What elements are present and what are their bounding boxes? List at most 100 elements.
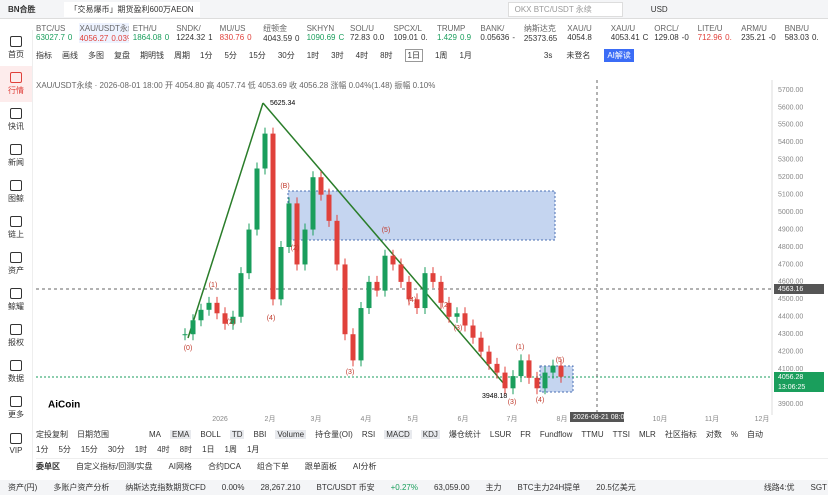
- indicator[interactable]: %: [730, 429, 738, 439]
- sidebar-item[interactable]: 链上: [0, 210, 32, 246]
- indicator[interactable]: 爆仓统计: [448, 429, 481, 439]
- candle: [302, 229, 308, 265]
- period[interactable]: 30分: [107, 444, 125, 454]
- ticker[interactable]: SKHYN 1090.69 C: [307, 24, 346, 42]
- candle: [542, 372, 548, 389]
- ticker[interactable]: ORCL/129.08 -0: [654, 24, 693, 42]
- tool-right[interactable]: AI解读: [604, 48, 634, 62]
- sidebar-item[interactable]: 资产: [0, 246, 32, 282]
- period[interactable]: 1日: [404, 48, 423, 62]
- ticker[interactable]: ETH/U 1864.08 0: [133, 24, 172, 42]
- period[interactable]: 5分: [58, 444, 71, 454]
- indicator[interactable]: 日期范围: [77, 429, 109, 439]
- indicator[interactable]: RSI: [361, 429, 376, 439]
- tool-right[interactable]: 3s: [543, 50, 553, 60]
- indicator[interactable]: 自动: [746, 429, 763, 439]
- period[interactable]: 15分: [248, 50, 266, 60]
- sidebar-item[interactable]: 快讯: [0, 102, 32, 138]
- ticker-name: XAU/U: [567, 24, 592, 33]
- period[interactable]: 1月: [459, 50, 472, 60]
- sidebar-item[interactable]: 报权: [0, 318, 32, 354]
- ticker[interactable]: SNDK/1224.32 1: [176, 24, 215, 42]
- ticker[interactable]: XAU/USDT永续4056.270.03%: [79, 23, 129, 43]
- period[interactable]: 8时: [179, 444, 193, 454]
- indicator[interactable]: 持仓量(OI): [315, 429, 353, 439]
- indicator[interactable]: TTMU: [581, 429, 604, 439]
- ticker[interactable]: BNB/U 583.03 0.: [785, 24, 824, 42]
- tool[interactable]: 期明钱: [140, 50, 164, 60]
- tool[interactable]: 多图: [88, 50, 104, 60]
- indicator[interactable]: MACD: [384, 429, 412, 439]
- sidebar-item[interactable]: 图鲸: [0, 174, 32, 210]
- currency[interactable]: USD: [650, 4, 668, 14]
- indicator[interactable]: MA: [149, 429, 161, 439]
- tool[interactable]: 画线: [62, 50, 78, 60]
- period[interactable]: 3时: [331, 50, 344, 60]
- period[interactable]: 1日: [202, 444, 215, 454]
- ticker[interactable]: TRUMP 1.429 0.9: [437, 24, 476, 42]
- ticker-price: 4043.59: [263, 34, 293, 43]
- ticker[interactable]: SOL/U 72.83 0.0: [350, 24, 389, 42]
- period[interactable]: 1时: [306, 50, 320, 60]
- ticker-row: 25373.65: [524, 34, 563, 43]
- sidebar-item[interactable]: 更多: [0, 390, 32, 426]
- period[interactable]: 5分: [224, 50, 237, 60]
- tab[interactable]: 委单区: [36, 461, 60, 471]
- tool[interactable]: 周期: [174, 50, 190, 60]
- indicator[interactable]: Fundflow: [539, 429, 573, 439]
- indicator[interactable]: 定投复制: [36, 429, 68, 439]
- indicator[interactable]: LSUR: [489, 429, 512, 439]
- ticker[interactable]: LITE/U 712.96 0.: [698, 24, 737, 42]
- period[interactable]: 1周: [434, 50, 448, 60]
- period[interactable]: 4时: [157, 444, 170, 454]
- tab[interactable]: AI网格: [168, 461, 193, 471]
- ticker[interactable]: ARM/U 235.21 -0: [741, 24, 780, 42]
- sidebar-label: 链上: [8, 230, 24, 239]
- sidebar-item[interactable]: 行情: [0, 66, 32, 102]
- period[interactable]: 15分: [80, 444, 98, 454]
- indicator[interactable]: KDJ: [420, 429, 440, 439]
- ticker[interactable]: XAU/U 4054.8: [567, 24, 606, 42]
- tool[interactable]: 复盘: [114, 50, 130, 60]
- sidebar-item[interactable]: 数据: [0, 354, 32, 390]
- indicator[interactable]: 对数: [705, 429, 722, 439]
- tool[interactable]: 指标: [36, 50, 52, 60]
- search[interactable]: OKX BTC/USDT 永续: [507, 1, 623, 17]
- period[interactable]: 1分: [36, 444, 49, 454]
- ticker[interactable]: XAU/U 4053.41 C: [611, 24, 650, 42]
- sidebar-item[interactable]: 首页: [0, 30, 32, 66]
- sidebar-item[interactable]: 新闻: [0, 138, 32, 174]
- ticker[interactable]: MU/US 830.76 0: [220, 24, 259, 42]
- indicator[interactable]: FR: [520, 429, 531, 439]
- sidebar-item[interactable]: VIP: [0, 426, 32, 462]
- indicator[interactable]: 社区指标: [664, 429, 697, 439]
- tab[interactable]: 跟单面板: [304, 461, 337, 471]
- period[interactable]: 30分: [277, 50, 295, 60]
- period[interactable]: 8时: [380, 50, 393, 60]
- tab[interactable]: 「交易爆币」期货盈利600万AEON: [63, 1, 200, 17]
- ticker[interactable]: BANK/0.05636-: [480, 24, 519, 42]
- sidebar-item[interactable]: 鲸耀: [0, 282, 32, 318]
- tab[interactable]: 合约DCA: [208, 461, 241, 471]
- tab[interactable]: 组合下单: [256, 461, 289, 471]
- indicator[interactable]: MLR: [638, 429, 656, 439]
- ticker[interactable]: SPCX/L 109.01 0.: [393, 24, 432, 42]
- period[interactable]: 1分: [200, 50, 213, 60]
- tab[interactable]: AI分析: [352, 461, 377, 471]
- ticker[interactable]: 纳斯达克 25373.65: [524, 23, 563, 43]
- period[interactable]: 4时: [355, 50, 369, 60]
- ticker-strip: BTC/US63027.70XAU/USDT永续4056.270.03%ETH/…: [36, 20, 828, 46]
- indicator[interactable]: BOLL: [200, 429, 221, 439]
- indicator[interactable]: TD: [229, 429, 245, 439]
- indicator[interactable]: EMA: [170, 429, 192, 439]
- period[interactable]: 1周: [224, 444, 237, 454]
- tool-right[interactable]: 未登名: [566, 50, 591, 60]
- ticker[interactable]: BTC/US 63027.7 0: [36, 24, 75, 42]
- tab[interactable]: 自定义指标/回测/实盘: [76, 461, 153, 471]
- period[interactable]: 1时: [134, 444, 148, 454]
- indicator[interactable]: Volume: [275, 429, 307, 439]
- period[interactable]: 1月: [246, 444, 260, 454]
- ticker[interactable]: 纽顿金 4043.59 0: [263, 23, 302, 43]
- indicator[interactable]: TTSI: [612, 429, 630, 439]
- indicator[interactable]: BBI: [253, 429, 267, 439]
